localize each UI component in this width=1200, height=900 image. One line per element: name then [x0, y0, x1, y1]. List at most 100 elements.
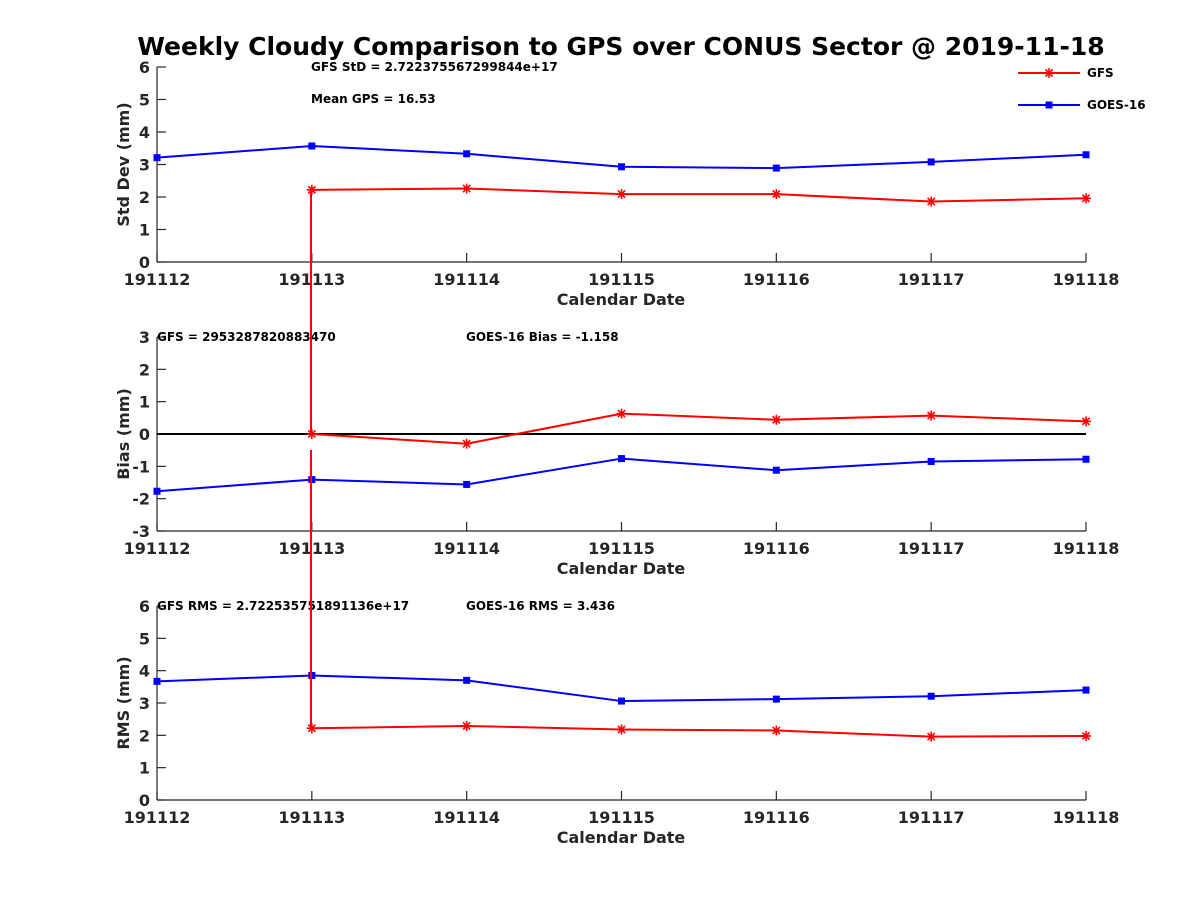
annotation: GOES-16 Bias = -1.158: [466, 330, 619, 344]
data-point: [461, 720, 472, 731]
data-point: [927, 692, 935, 700]
data-point: [926, 410, 937, 421]
chart-title: Weekly Cloudy Comparison to GPS over CON…: [137, 32, 1104, 61]
y-tick-label: -2: [132, 490, 150, 509]
data-point: [618, 697, 625, 705]
data-point: [772, 695, 780, 703]
annotation: GOES-16 RMS = 3.436: [466, 599, 615, 613]
x-tick-label: 191117: [898, 808, 965, 827]
x-tick-label: 191117: [898, 539, 965, 558]
x-tick-label: 191115: [588, 808, 655, 827]
series-goes-16: [153, 672, 1090, 705]
y-tick-label: -3: [132, 522, 150, 541]
y-tick-label: 6: [139, 597, 150, 616]
y-tick-label: 5: [139, 629, 150, 648]
x-tick-label: 191115: [588, 539, 655, 558]
y-tick-label: 1: [139, 393, 150, 412]
data-point: [306, 723, 317, 734]
data-point: [926, 196, 937, 207]
series-line: [311, 724, 1087, 738]
annotation: GFS StD = 2.722375567299844e+17: [311, 60, 558, 74]
data-point: [306, 184, 317, 195]
data-point: [616, 724, 627, 735]
x-tick-label: 191114: [433, 808, 500, 827]
x-tick-label: 191118: [1053, 270, 1120, 289]
y-tick-label: 0: [139, 791, 150, 810]
legend-entry-gfs: GFS: [1018, 66, 1114, 80]
y-axis-label: RMS (mm): [114, 656, 133, 749]
data-point: [461, 183, 472, 194]
data-point: [1081, 416, 1091, 427]
data-point: [308, 142, 316, 150]
data-point: [461, 438, 472, 449]
x-tick-label: 191118: [1053, 808, 1120, 827]
data-point: [153, 677, 161, 685]
x-axis-label: Calendar Date: [557, 290, 686, 309]
x-tick-label: 191116: [743, 539, 810, 558]
y-tick-label: 6: [139, 58, 150, 77]
x-tick-label: 191118: [1053, 539, 1120, 558]
y-axis-label: Std Dev (mm): [114, 102, 133, 226]
data-point: [153, 487, 161, 495]
series-line: [311, 187, 1087, 203]
data-point: [616, 189, 627, 200]
y-tick-label: 2: [139, 188, 150, 207]
y-tick-label: 0: [139, 253, 150, 272]
legend-marker: [1044, 68, 1054, 78]
data-point: [927, 457, 935, 465]
data-point: [772, 466, 780, 474]
x-axis-label: Calendar Date: [557, 828, 686, 847]
data-point: [618, 455, 625, 463]
y-tick-label: 3: [139, 694, 150, 713]
data-point: [618, 163, 625, 171]
x-tick-label: 191112: [124, 270, 191, 289]
series-gfs: [306, 408, 1091, 449]
legend-label: GOES-16: [1087, 98, 1146, 112]
panels: 0 1 2 3 4 5 6 191112 191113 191114 191115 191116 191…: [114, 58, 1119, 847]
annotation: GFS = 2953287820883470: [157, 330, 336, 344]
series-line: [156, 674, 1087, 703]
data-point: [463, 676, 471, 684]
y-tick-label: 0: [139, 425, 150, 444]
data-point: [463, 480, 471, 488]
series-line: [156, 457, 1087, 493]
panel-3: 0 1 2 3 4 5 6 191112 191113 191114 191115 191116 191…: [114, 597, 1119, 847]
series-line: [311, 412, 1087, 445]
y-tick-label: 3: [139, 156, 150, 175]
y-tick-label: -1: [132, 457, 150, 476]
annotation: Mean GPS = 16.53: [311, 92, 436, 106]
x-tick-label: 191116: [743, 808, 810, 827]
panel-1: 0123456191112191113191114191115191116191…: [114, 58, 1119, 309]
data-point: [1081, 730, 1091, 741]
x-tick-label: 191113: [278, 808, 345, 827]
data-point: [771, 414, 782, 425]
data-point: [616, 408, 627, 419]
series-goes-16: [153, 142, 1090, 172]
y-tick-label: 2: [139, 726, 150, 745]
series-goes-16: [153, 455, 1090, 495]
y-tick-label: 1: [139, 221, 150, 240]
series-gfs: [306, 720, 1091, 742]
x-tick-label: 191115: [588, 270, 655, 289]
x-axis-label: Calendar Date: [557, 559, 686, 578]
data-point: [463, 150, 471, 158]
y-tick-label: 4: [139, 123, 150, 142]
y-axis-label: Bias (mm): [114, 388, 133, 480]
data-point: [1082, 151, 1090, 159]
x-tick-label: 191117: [898, 270, 965, 289]
x-tick-label: 191114: [433, 270, 500, 289]
data-point: [926, 731, 937, 742]
data-point: [1082, 686, 1090, 694]
y-tick-label: 3: [139, 328, 150, 347]
data-point: [771, 189, 782, 200]
x-tick-label: 191114: [433, 539, 500, 558]
data-point: [772, 164, 780, 172]
x-tick-label: 191112: [124, 808, 191, 827]
data-point: [1081, 193, 1091, 204]
y-tick-label: 5: [139, 91, 150, 110]
x-tick-label: 191116: [743, 270, 810, 289]
x-tick-label: 191112: [124, 539, 191, 558]
legend-marker: [1045, 101, 1053, 109]
legend: GFS GOES-16: [1018, 66, 1146, 112]
